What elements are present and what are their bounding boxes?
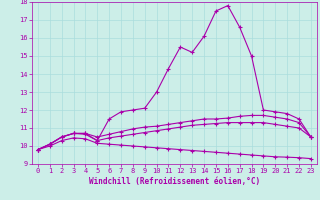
X-axis label: Windchill (Refroidissement éolien,°C): Windchill (Refroidissement éolien,°C) [89,177,260,186]
